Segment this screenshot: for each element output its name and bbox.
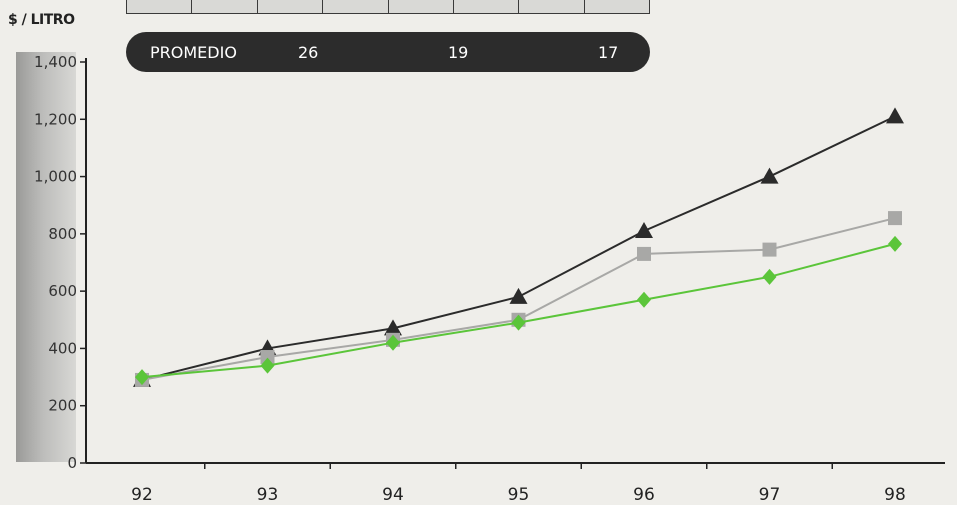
y-tick-label: 0 [67, 454, 77, 472]
table-cell [127, 0, 193, 13]
y-tick-label: 400 [48, 339, 77, 357]
y-tick-label: 600 [48, 282, 77, 300]
series-line-diamond [141, 242, 896, 379]
x-tick-label: 96 [633, 485, 655, 505]
square-marker [637, 246, 651, 261]
diamond-marker [637, 291, 651, 308]
y-tick-label: 800 [48, 225, 77, 243]
y-tick-label: 1,400 [34, 53, 77, 71]
promedio-label: PROMEDIO [150, 43, 237, 62]
y-tick-label: 1,000 [34, 168, 77, 186]
promedio-banner: PROMEDIO 26 19 17 [126, 32, 650, 72]
x-tick-label: 97 [759, 485, 781, 505]
square-marker [260, 350, 275, 365]
table-cell [192, 0, 258, 13]
promedio-value-2: 19 [448, 43, 469, 62]
triangle-marker [886, 107, 904, 124]
axis-gray-band [16, 52, 76, 462]
x-tick-label: 92 [131, 485, 153, 505]
cropped-summary-table [126, 0, 650, 14]
y-tick-label: 200 [48, 397, 77, 415]
x-tick-label: 98 [884, 485, 906, 505]
promedio-value-3: 17 [598, 43, 619, 62]
x-tick-label: 95 [508, 485, 530, 505]
series-line-triangle [141, 115, 896, 381]
y-tick-label: 1,200 [34, 110, 77, 128]
triangle-marker [635, 221, 653, 238]
table-cell [519, 0, 585, 13]
table-cell [258, 0, 324, 13]
promedio-value-1: 26 [298, 43, 319, 62]
diamond-marker [386, 334, 400, 351]
y-axis-label: $ / LITRO [8, 12, 75, 28]
x-tick-label: 94 [382, 485, 404, 505]
square-marker [762, 242, 777, 257]
x-tick-label: 93 [257, 485, 279, 505]
table-cell [323, 0, 389, 13]
triangle-marker [760, 167, 779, 184]
table-cell [389, 0, 454, 13]
square-marker [888, 211, 902, 226]
table-cell [454, 0, 520, 13]
diamond-marker [888, 235, 902, 252]
triangle-marker [384, 319, 402, 336]
diamond-marker [135, 369, 149, 386]
diamond-marker [511, 314, 526, 331]
diamond-marker [762, 268, 777, 285]
diamond-marker [260, 357, 275, 374]
triangle-marker [509, 287, 528, 304]
